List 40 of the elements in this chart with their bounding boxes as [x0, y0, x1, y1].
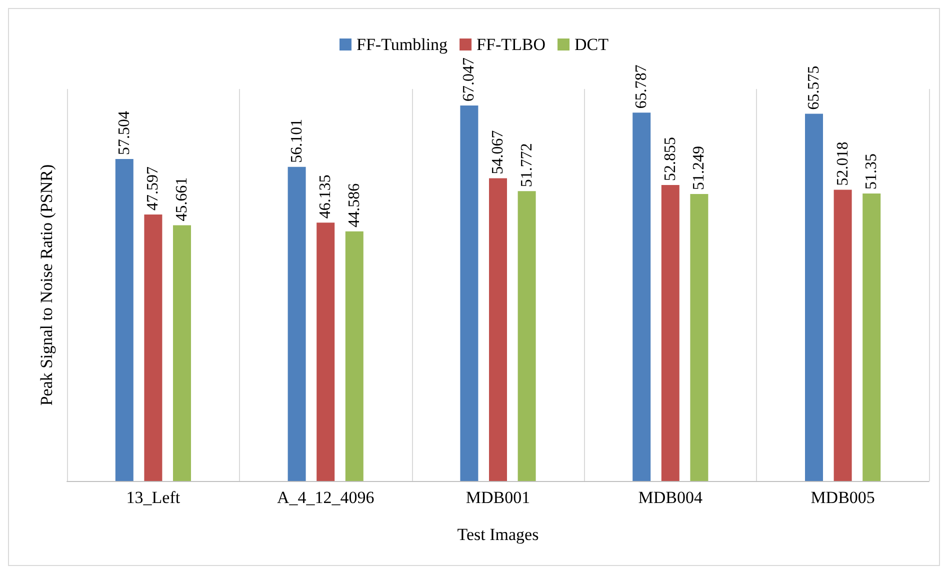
data-label: 52.855 — [662, 137, 679, 182]
x-tick-label: A_4_12_4096 — [276, 488, 374, 507]
data-label: 52.018 — [834, 142, 852, 186]
legend-label: DCT — [574, 35, 610, 54]
bar — [632, 112, 651, 481]
legend-label: FF-TLBO — [476, 35, 546, 54]
data-label: 67.047 — [460, 58, 478, 102]
bar — [834, 190, 852, 481]
data-label: 47.597 — [144, 166, 162, 210]
bar — [518, 191, 536, 481]
data-label: 44.586 — [346, 183, 363, 228]
x-tick-label: MDB004 — [638, 488, 704, 507]
bar — [862, 193, 881, 481]
bar — [661, 185, 680, 481]
bar — [288, 166, 306, 481]
legend-label: FF-Tumbling — [356, 35, 448, 54]
bar — [805, 114, 823, 481]
x-axis-title: Test Images — [457, 525, 539, 544]
bar — [115, 158, 134, 481]
data-label: 51.772 — [518, 143, 536, 188]
bar — [345, 231, 364, 481]
data-label: 65.575 — [806, 66, 822, 110]
bar — [316, 222, 335, 481]
bar — [173, 225, 191, 481]
data-label: 45.661 — [174, 177, 190, 222]
x-tick-label: MDB001 — [466, 488, 530, 507]
bar — [460, 106, 478, 481]
data-label: 56.101 — [288, 118, 306, 163]
data-label: 65.787 — [633, 64, 650, 109]
data-label: 51.35 — [863, 153, 880, 190]
x-tick-label: MDB005 — [810, 488, 875, 507]
bar — [144, 214, 162, 481]
data-label: 46.135 — [317, 174, 334, 219]
data-label: 57.504 — [116, 110, 133, 155]
x-tick-label: 13_Left — [126, 488, 180, 507]
data-label: 54.067 — [490, 130, 506, 174]
y-axis-title: Peak Signal to Noise Ratio (PSNR) — [37, 164, 56, 406]
bar — [489, 178, 507, 481]
bar — [690, 194, 708, 481]
data-label: 51.249 — [690, 146, 708, 190]
